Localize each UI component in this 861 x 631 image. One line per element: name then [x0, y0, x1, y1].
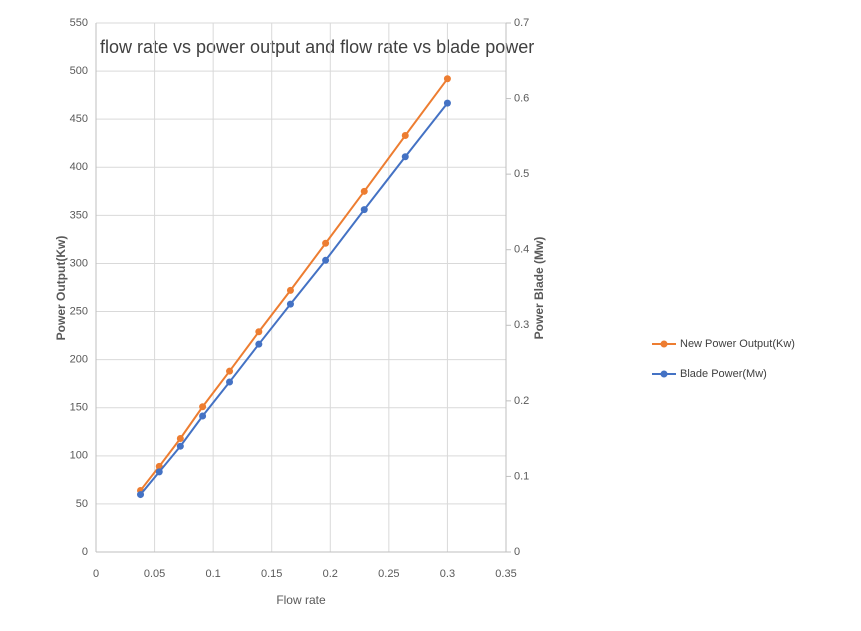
data-point [199, 412, 207, 420]
data-point [401, 153, 409, 161]
legend-label: New Power Output(Kw) [680, 338, 795, 350]
x-tick-label: 0 [93, 568, 99, 580]
data-point [199, 403, 207, 411]
data-point [286, 286, 294, 294]
chart-title: flow rate vs power output and flow rate … [100, 37, 534, 57]
data-point [226, 367, 234, 375]
legend-marker [660, 340, 668, 348]
data-point [360, 206, 368, 214]
legend-label: Blade Power(Mw) [680, 368, 767, 380]
legend-marker [660, 370, 668, 378]
y2-tick-label: 0.2 [514, 395, 529, 407]
y2-tick-label: 0.1 [514, 470, 529, 482]
data-point [226, 378, 234, 386]
y-tick-label: 100 [70, 450, 88, 462]
y-tick-label: 300 [70, 257, 88, 269]
data-point [255, 328, 263, 336]
y-tick-label: 400 [70, 161, 88, 173]
y2-axis-title: Power Blade (Mw) [532, 237, 546, 340]
data-point [443, 75, 451, 83]
y-tick-label: 50 [76, 498, 88, 510]
y-tick-label: 450 [70, 113, 88, 125]
y-tick-label: 250 [70, 305, 88, 317]
data-point [255, 340, 263, 348]
data-point [155, 462, 163, 470]
x-tick-label: 0.15 [261, 568, 282, 580]
data-point [322, 256, 330, 264]
y-tick-label: 150 [70, 402, 88, 414]
series-line [139, 78, 449, 492]
data-point [401, 132, 409, 140]
y-tick-label: 350 [70, 209, 88, 221]
y2-tick-label: 0.3 [514, 319, 529, 331]
data-point [360, 187, 368, 195]
x-tick-label: 0.25 [378, 568, 399, 580]
y2-tick-label: 0.5 [514, 168, 529, 180]
data-point [322, 239, 330, 247]
data-point [286, 300, 294, 308]
data-point [137, 491, 145, 499]
y-tick-label: 500 [70, 65, 88, 77]
data-point [176, 435, 184, 443]
y2-tick-label: 0 [514, 546, 520, 558]
y2-tick-label: 0.6 [514, 92, 529, 104]
y-tick-label: 550 [70, 17, 88, 29]
y-tick-label: 0 [82, 546, 88, 558]
series-line [139, 102, 449, 496]
x-tick-label: 0.35 [495, 568, 516, 580]
y2-tick-label: 0.4 [514, 244, 529, 256]
data-point [176, 442, 184, 450]
x-tick-label: 0.2 [323, 568, 338, 580]
x-tick-label: 0.1 [205, 568, 220, 580]
y-tick-label: 200 [70, 354, 88, 366]
data-point [443, 99, 451, 107]
data-point [155, 468, 163, 476]
y2-tick-label: 0.7 [514, 17, 529, 29]
x-axis-title: Flow rate [276, 593, 326, 607]
x-tick-label: 0.05 [144, 568, 165, 580]
x-tick-label: 0.3 [440, 568, 455, 580]
y-axis-title: Power Output(Kw) [54, 236, 68, 341]
